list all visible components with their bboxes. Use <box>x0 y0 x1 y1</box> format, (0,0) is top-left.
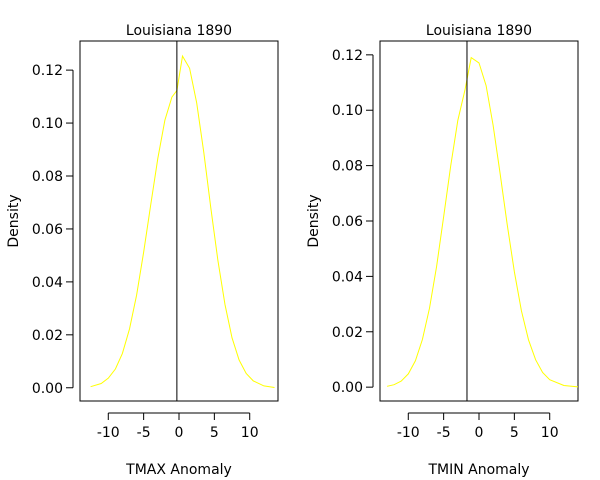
y-tick-label: 0.06 <box>332 214 363 230</box>
plot-frame <box>379 40 579 402</box>
y-tick-label: 0.02 <box>32 328 63 344</box>
x-tick-label: -10 <box>97 425 120 441</box>
axes: -10 -5 0 5 10 0.00 0.02 0.04 0.06 0.08 0.10 0.12 <box>332 48 559 441</box>
x-axis-label: TMIN Anomaly <box>427 462 529 478</box>
y-tick-label: 0.12 <box>332 48 363 64</box>
tmax-density-panel: Louisiana 1890 TMAX Anomaly Density -10-… <box>6 23 279 478</box>
series-layer <box>386 41 579 401</box>
x-tick-label: -10 <box>397 425 420 441</box>
y-tick-label: 0.08 <box>32 169 63 185</box>
y-axis-label: Density <box>306 194 322 247</box>
y-tick-label: 0.02 <box>332 325 363 341</box>
chart-title: Louisiana 1890 <box>126 23 232 39</box>
x-tick-label: 10 <box>541 425 559 441</box>
density-curve <box>386 56 579 388</box>
x-tick-label: -5 <box>137 425 151 441</box>
plot-frame <box>79 40 279 402</box>
y-tick-label: 0.00 <box>32 381 63 397</box>
axes: -10 -5 0 5 10 0.00 0.02 0.04 0.06 0.08 0.10 0.12 <box>32 63 259 441</box>
y-tick-label: 0.08 <box>332 159 363 175</box>
series-layer <box>90 41 275 401</box>
x-tick-label: 0 <box>475 425 484 441</box>
density-curve <box>90 54 275 388</box>
chart-title: Louisiana 1890 <box>426 23 532 39</box>
x-tick-label: -5 <box>437 425 451 441</box>
x-tick-label: 5 <box>510 425 519 441</box>
y-tick-label: 0.04 <box>32 275 63 291</box>
x-tick-label: 10 <box>241 425 259 441</box>
y-tick-label: 0.06 <box>32 222 63 238</box>
x-tick-label: 5 <box>210 425 219 441</box>
y-tick-label: 0.04 <box>332 269 363 285</box>
y-tick-label: 0.00 <box>332 380 363 396</box>
x-tick-label: 0 <box>175 425 184 441</box>
y-tick-label: 0.10 <box>332 103 363 119</box>
tmin-density-panel: Louisiana 1890 TMIN Anomaly Density -10-… <box>306 23 579 478</box>
y-tick-label: 0.12 <box>32 63 63 79</box>
y-axis-label: Density <box>6 194 22 247</box>
x-axis-label: TMAX Anomaly <box>125 462 232 478</box>
y-tick-label: 0.10 <box>32 116 63 132</box>
